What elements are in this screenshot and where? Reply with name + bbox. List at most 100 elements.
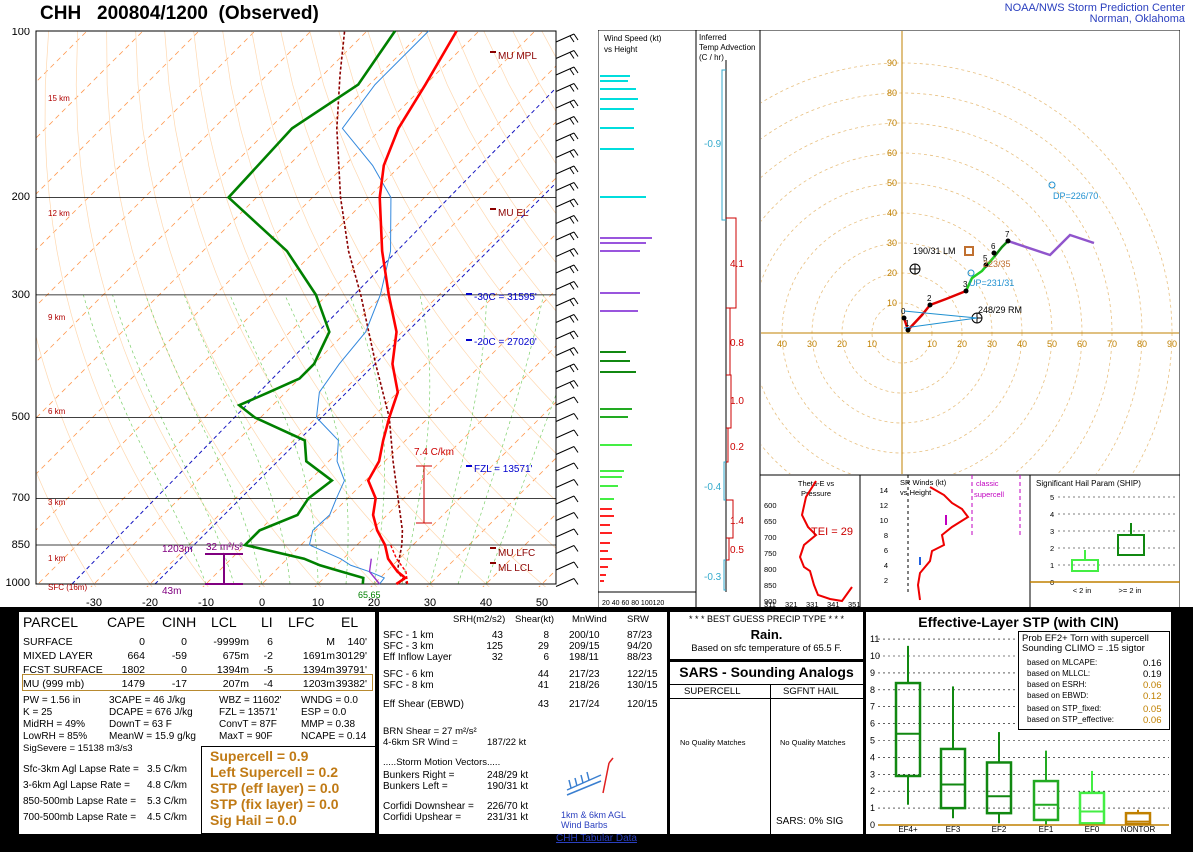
dry-adiabat <box>106 31 322 587</box>
prob-value: 0.16 <box>1143 658 1162 669</box>
wind-barb <box>573 33 579 41</box>
skewt-annotations: MU MPL MU EL -30C = 31595' -20C = 27020'… <box>162 51 537 600</box>
wind-barb <box>573 83 579 90</box>
motion-value: 231/31 kt <box>487 812 529 823</box>
misc-cell: MaxT = 90F <box>219 731 273 742</box>
wind-barb <box>573 363 579 371</box>
hodo-xtick: 20 <box>957 339 967 349</box>
wind-title1: Wind Speed (kt) <box>604 34 662 43</box>
temp-labels: -30 -20 -10 0 10 20 30 40 50 <box>86 597 548 609</box>
t-label: 40 <box>480 597 492 609</box>
hodo-trace-top <box>1007 233 1095 257</box>
sars-col2: SGFNT HAIL <box>783 686 839 697</box>
parcel-cell: 207m <box>222 678 249 690</box>
parcel-cell: 0 <box>139 636 145 648</box>
skewt-frame <box>35 30 557 585</box>
wind-barb <box>555 578 575 587</box>
wind-bar <box>600 558 612 560</box>
wind-bar <box>600 444 632 446</box>
parcel-cell: MIXED LAYER <box>23 650 93 662</box>
up-label: UP=231/31 <box>969 278 1014 288</box>
hodo-ytick: 80 <box>887 88 897 98</box>
kin-mnwind: 218/26 <box>569 680 600 691</box>
adv-value: -0.4 <box>704 482 722 493</box>
kin-srw: 94/20 <box>627 641 653 652</box>
wind-barb <box>555 132 575 142</box>
parcel-cell: 140' <box>347 636 367 648</box>
wind-barb <box>573 479 579 486</box>
isotherm <box>482 513 556 587</box>
adv-value: 0.2 <box>730 442 744 453</box>
wind-barb <box>573 182 579 189</box>
prob-value: 0.06 <box>1143 715 1162 726</box>
theta-xtick: 311 <box>764 600 776 609</box>
theta-ptick: 850 <box>764 581 777 590</box>
dry-adiabat <box>135 31 378 587</box>
kin-srw: 130/15 <box>627 680 658 691</box>
wind-barb <box>555 429 575 439</box>
kin-mnwind: 217/23 <box>569 669 600 680</box>
mixing-line <box>71 87 556 585</box>
theta-xtick: 341 <box>827 600 840 609</box>
brn-shear: BRN Shear = 27 m²/s² <box>383 726 477 737</box>
dry-adiabat <box>280 31 556 502</box>
wind-bar <box>600 148 634 150</box>
wind-barb <box>569 184 575 191</box>
moist-adiabat <box>83 294 207 585</box>
hodo-xtick: 90 <box>1167 339 1177 349</box>
h-label: 9 km <box>48 313 66 322</box>
stp-ytick: 3 <box>870 769 875 779</box>
wind-barb <box>569 299 575 307</box>
hodo-xtick: 60 <box>1077 339 1087 349</box>
adv-bar <box>726 537 730 561</box>
stp-ytick: 2 <box>870 786 875 796</box>
theta-ptick: 900 <box>764 597 777 606</box>
wind-bar <box>600 351 626 353</box>
wind-barb <box>555 215 575 224</box>
wind-bar <box>600 542 610 544</box>
isotherm <box>36 31 424 419</box>
hodo-point <box>991 250 997 256</box>
sars-col1: SUPERCELL <box>684 686 741 697</box>
ship-ytick: 3 <box>1050 527 1054 536</box>
lapse-label: 3-6km Agl Lapse Rate = <box>23 780 131 791</box>
wind-barb <box>573 462 579 470</box>
theta-ptick: 750 <box>764 549 777 558</box>
wind-barb <box>555 528 575 538</box>
srw-trace <box>916 486 970 601</box>
wind-barb <box>569 349 575 356</box>
m20c-label: -20C = 27020' <box>474 337 537 348</box>
hodo-trace-up <box>993 240 1009 258</box>
tabular-data-link[interactable]: CHH Tabular Data <box>556 833 637 844</box>
isotherm <box>146 177 556 587</box>
wind-barb <box>555 281 575 290</box>
adv-value: 4.1 <box>730 259 744 270</box>
wind-barb <box>573 347 579 354</box>
wind-barb <box>569 52 575 59</box>
mu-lfc-label: MU LFC <box>498 548 535 559</box>
wind-barb <box>555 462 575 472</box>
wind-barb <box>573 528 579 536</box>
t-label: 30 <box>424 597 436 609</box>
parcel-cell: 6 <box>267 636 273 648</box>
wind-bar <box>600 310 638 312</box>
parcel-cell: SURFACE <box>23 636 73 648</box>
isotherm <box>258 289 556 587</box>
wind-barb <box>569 200 575 208</box>
rm-label: 248/29 RM <box>978 305 1022 315</box>
wind-barb <box>555 479 575 488</box>
supercell-comp: Supercell = 0.9 <box>210 748 309 764</box>
dry-adiabat <box>36 335 153 587</box>
srw-tick: 10 <box>880 516 888 525</box>
wind-barb <box>555 561 575 571</box>
isotherm <box>36 31 368 363</box>
wind-barb <box>569 217 575 224</box>
hodo-point <box>901 315 907 321</box>
misc-cell: NCAPE = 0.14 <box>301 731 367 742</box>
stp-ytick: 6 <box>870 719 875 729</box>
ship-ytick: 5 <box>1050 493 1054 502</box>
stp-box <box>939 747 967 810</box>
hodo-xtick: 80 <box>1137 339 1147 349</box>
composite-box: Supercell = 0.9 Left Supercell = 0.2 STP… <box>201 746 375 834</box>
wind-barb <box>569 68 575 76</box>
